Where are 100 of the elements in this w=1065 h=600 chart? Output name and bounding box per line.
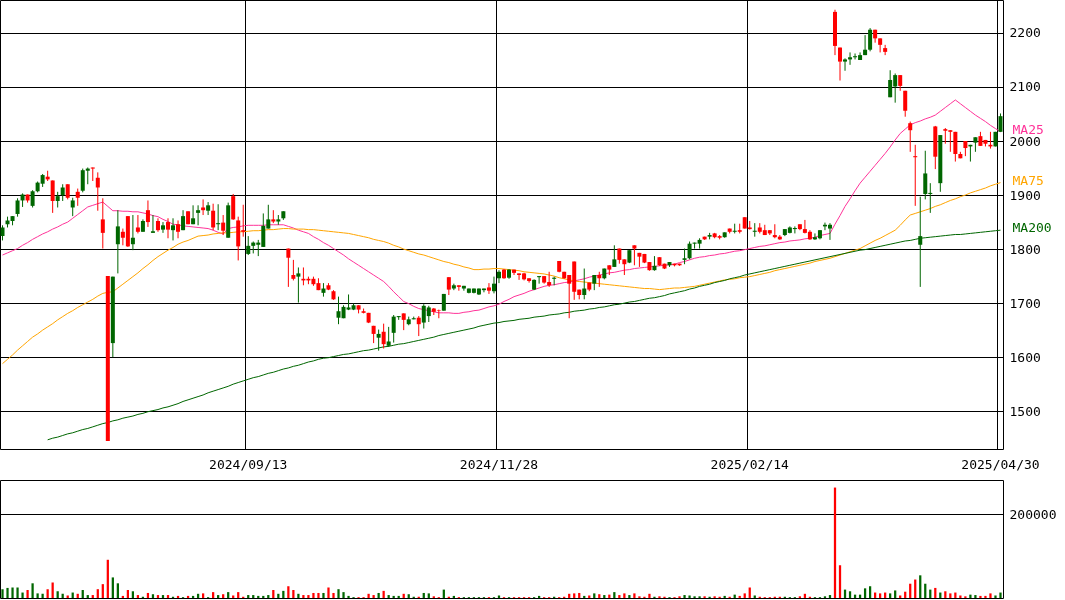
bar [201,593,205,598]
candlestick [15,197,20,218]
bar [21,592,24,598]
bar [16,587,19,598]
bar [372,595,375,598]
candlestick [70,197,75,217]
bar [683,595,686,598]
bar [974,595,977,598]
candlestick [537,275,542,285]
candlestick [50,179,55,214]
candlestick [582,268,587,300]
bar [327,587,330,598]
bar [31,583,34,598]
bar [422,592,425,598]
bar [337,589,340,598]
bar [332,592,335,598]
candlestick [286,248,291,288]
bar [979,595,982,598]
candlestick [216,203,221,231]
bar [688,595,691,598]
bar [578,592,581,598]
bar [628,595,631,598]
candlestick [853,52,858,60]
candlestick [171,217,176,241]
bar [648,593,651,598]
candlestick [843,57,848,72]
bar [848,591,852,598]
line-series [47,229,1001,441]
bar [949,593,952,598]
candlestick [150,214,155,234]
bar [131,591,135,598]
series-label: MA75 [1012,172,1044,188]
candlestick [913,144,918,207]
bar [959,595,962,598]
candlestick [376,329,381,352]
x-tick-label: 2025/02/14 [710,456,790,472]
candlestick [923,150,928,200]
bar [302,595,305,598]
bar [999,592,1002,598]
bar [342,592,345,598]
candlestick [953,131,958,163]
candlestick [176,219,181,239]
y-tick-label: 1800 [1009,241,1041,257]
candlestick [246,235,251,256]
candlestick [827,222,832,241]
x-tick-label: 2025/04/30 [961,456,1040,472]
bar [307,595,310,598]
bar [984,595,987,598]
candlestick [231,193,236,221]
candlestick [291,259,296,281]
candlestick [517,272,522,281]
bar [111,577,114,598]
candlestick [95,171,100,212]
candlestick [486,282,491,295]
candlestick [160,221,165,234]
candlestick [888,69,893,98]
bar [994,595,997,598]
bar [6,587,9,598]
candlestick [115,209,120,274]
bar [237,592,240,598]
bar [292,590,295,598]
candlestick [135,214,140,234]
bar [146,592,150,598]
bar [96,589,99,598]
bar [753,595,756,598]
candlestick [100,197,105,250]
bar [944,591,947,598]
y-tick-label: 1500 [1009,403,1041,419]
y-tick-label: 1700 [1009,295,1041,311]
bar [879,593,882,598]
bar [322,592,325,598]
bar [116,583,119,598]
bar [51,582,54,598]
candlestick [878,37,883,53]
bar [497,595,501,598]
bar [377,592,380,598]
candlestick [196,204,201,226]
candlestick [381,323,386,349]
bar [317,592,320,598]
bar [56,591,59,598]
bar [863,588,867,598]
candlestick [221,214,226,236]
candlestick [792,225,797,234]
bar [573,593,576,598]
y-tick-label: 1600 [1009,349,1041,365]
bar [232,595,235,598]
bar [46,589,49,598]
candlestick [145,199,150,228]
candlestick [868,27,873,52]
candlestick [496,269,501,284]
candlestick [612,244,617,268]
bar [613,592,616,598]
bar [593,593,596,598]
bar [889,593,892,598]
x-tick-label: 2024/11/28 [459,456,539,472]
y-tick-label: 2200 [1009,25,1041,41]
bar [312,592,315,598]
bar [894,590,897,598]
candlestick [206,201,211,216]
candlestick [211,203,216,231]
